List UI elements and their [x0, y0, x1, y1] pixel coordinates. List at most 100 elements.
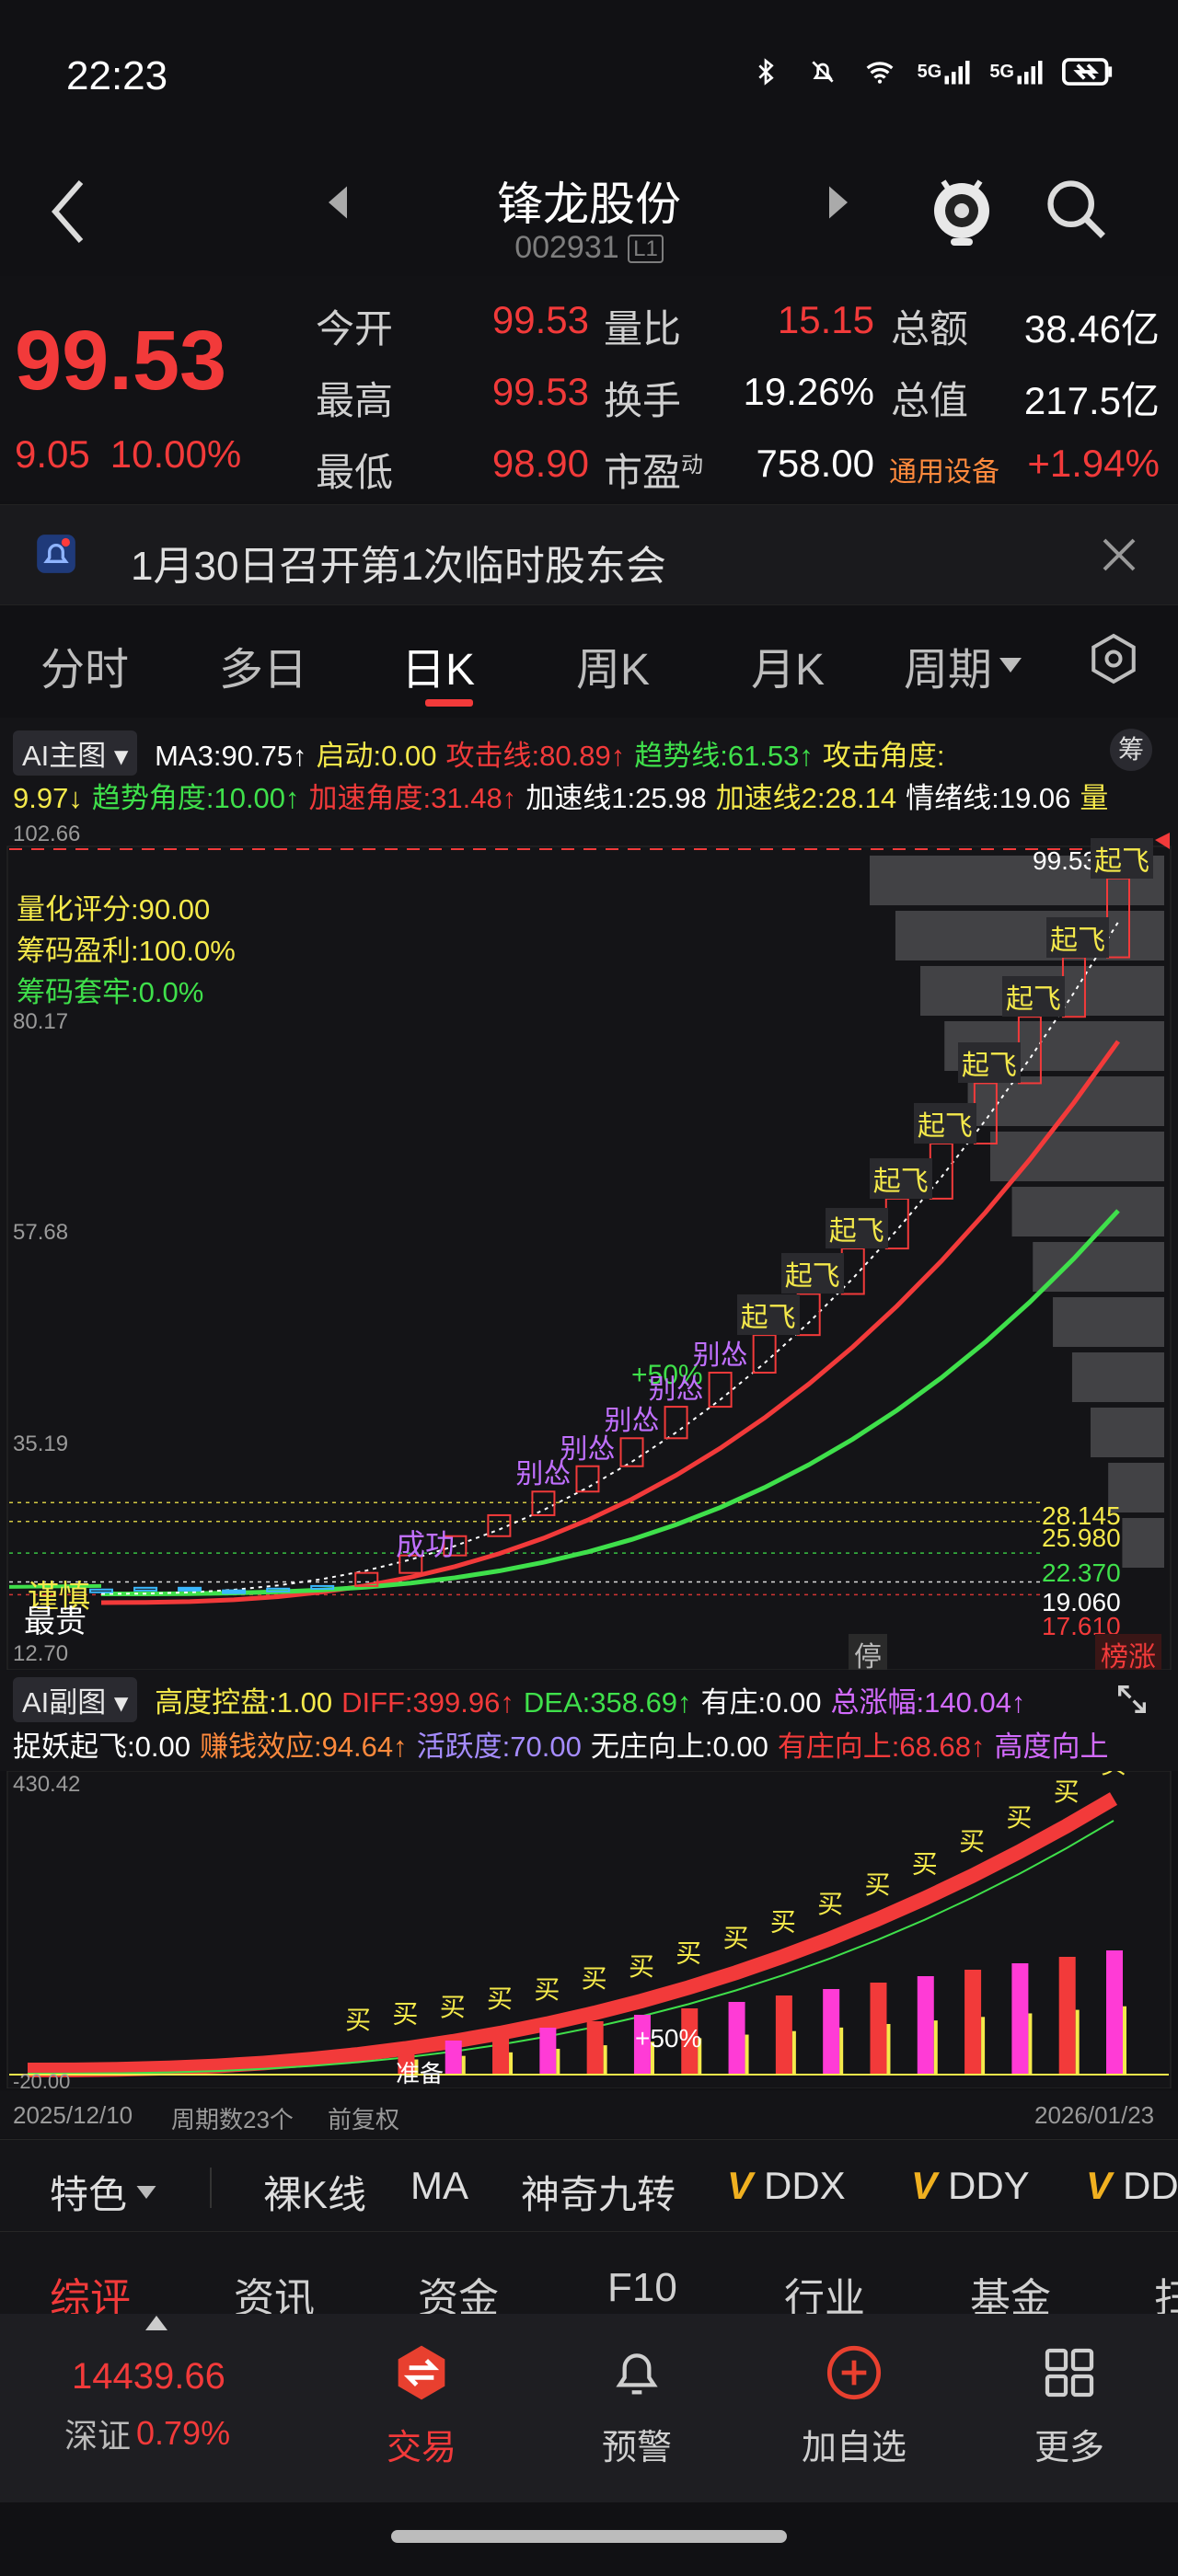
candle-14 [708, 1372, 733, 1409]
index-name: 深证 [64, 2417, 132, 2455]
hold-signal-label: 别怂 [515, 1459, 572, 1490]
main-selector[interactable]: AI主图 ▾ [13, 730, 138, 776]
turnover-rate-value: 19.26% [743, 370, 874, 413]
open-value: 99.53 [491, 298, 589, 341]
feature-dropdown[interactable]: 特色 [50, 2164, 156, 2220]
prev-stock-button[interactable] [324, 184, 352, 221]
main-chart-canvas[interactable] [0, 718, 1178, 1674]
top-gain-badge[interactable]: 榜涨 [1095, 1634, 1161, 1674]
feature-ddy-label: DDY [948, 2164, 1030, 2207]
sub-bar-thin-8 [414, 2059, 419, 2075]
chip-bar [1122, 1518, 1164, 1568]
tab-multi-day[interactable]: 多日 [219, 646, 308, 695]
feature-naked-k[interactable]: 裸K线 [263, 2173, 367, 2216]
buy-signal-label: 买 [534, 1975, 560, 2004]
index-pct: 0.79% [136, 2414, 231, 2452]
open-label: 今开 [316, 307, 394, 351]
candle-5 [310, 1584, 335, 1590]
tab-fund[interactable]: 基金 [970, 2276, 1051, 2321]
settings-hex-icon[interactable] [1086, 631, 1141, 686]
signal-5g-icon: 5G [989, 58, 1044, 86]
candle-12 [619, 1437, 644, 1467]
stock-code-row: 002931 L1 [0, 230, 1178, 266]
robot-assistant-icon[interactable] [925, 166, 999, 248]
change-amount: 9.05 [15, 432, 90, 476]
main-ind-a-3: 趋势线:61.53↑ [634, 740, 814, 772]
next-stock-button[interactable] [825, 184, 852, 221]
tab-news[interactable]: 资讯 [234, 2276, 315, 2321]
dea-line [27, 1820, 1114, 2075]
index-value[interactable]: 14439.66 [72, 2356, 225, 2397]
index-change[interactable]: 深证 0.79% [64, 2409, 230, 2457]
tab-daily-k[interactable]: 日K [401, 646, 476, 695]
feature-ma[interactable]: MA [410, 2164, 468, 2207]
sub-selector[interactable]: AI副图 ▾ [13, 1677, 138, 1722]
industry-link[interactable]: 通用设备 [889, 457, 999, 488]
sub-bar-thin-19 [933, 2020, 938, 2075]
sub-ind-a-2: DEA:358.69↑ [523, 1686, 692, 1719]
pe-dynamic-mark: 动 [681, 453, 704, 477]
high-value: 99.53 [491, 370, 589, 413]
last-price: 99.53 [15, 314, 227, 408]
tab-intraday[interactable]: 分时 [40, 646, 130, 695]
close-icon[interactable] [1097, 533, 1141, 577]
sub-ind-a-4: 总涨幅:140.04↑ [830, 1686, 1026, 1719]
sub-bar-thin-18 [886, 2024, 891, 2075]
period-tabs: 分时 多日 日K 周K 月K 周期 [0, 607, 1178, 708]
nav-trade[interactable]: 交易 [348, 2332, 495, 2469]
search-icon[interactable] [1042, 175, 1112, 245]
chips-button[interactable]: 筹 [1110, 729, 1152, 771]
main-ind-a-0: MA3:90.75↑ [155, 740, 307, 772]
sub-ind-b-3: 无庄向上:0.00 [590, 1731, 768, 1763]
tab-industry[interactable]: 行业 [784, 2276, 865, 2321]
volume-ratio-value: 15.15 [777, 298, 874, 341]
buy-signal-label: 买 [817, 1890, 843, 1918]
sub-bar-thin-17 [839, 2027, 844, 2075]
candle-1 [133, 1586, 158, 1592]
feature-ddy[interactable]: V DDY [911, 2164, 1030, 2208]
home-indicator[interactable] [391, 2530, 787, 2543]
main-kline-chart[interactable]: AI主图 ▾ MA3:90.75↑ 启动:0.00 攻击线:80.89↑ 趋势线:61… [0, 718, 1178, 1674]
tab-period-dropdown[interactable]: 周期 [904, 633, 1022, 697]
candle-2 [178, 1586, 202, 1592]
expand-icon[interactable] [1114, 1681, 1150, 1718]
tab-f10[interactable]: F10 [607, 2265, 677, 2310]
notice-banner[interactable]: 1月30日召开第1次临时股东会 [0, 504, 1178, 605]
chip-bar [1011, 1187, 1164, 1236]
info-tabs: 综评 资讯 资金 F10 行业 基金 扫 [0, 2231, 1178, 2321]
period-count: 周期数23个 [171, 2106, 294, 2133]
sub-chart-canvas[interactable]: 买买买买买买买买买买买买买买买买买+50%准备 [0, 1771, 1178, 2088]
tab-monthly-k[interactable]: 月K [751, 646, 826, 695]
industry-change: +1.94% [1027, 442, 1160, 485]
marker-caution: 谨慎 [28, 1580, 90, 1615]
chip-bar [895, 911, 1164, 960]
pe-label-text: 市盈 [604, 451, 682, 494]
nav-add-watchlist[interactable]: 加自选 [780, 2332, 928, 2469]
tab-weekly-k[interactable]: 周K [576, 646, 651, 695]
nav-more[interactable]: 更多 [996, 2332, 1143, 2469]
feature-dropdown-label: 特色 [50, 2173, 128, 2216]
tab-overview[interactable]: 综评 [50, 2276, 131, 2321]
back-button[interactable] [40, 175, 96, 248]
fly-signal-label: 起飞 [825, 1208, 888, 1249]
sub-bar-17 [823, 1989, 840, 2075]
buy-signal-label: 买 [676, 1938, 701, 1967]
tab-funds-flow[interactable]: 资金 [418, 2276, 499, 2321]
nav-alert[interactable]: 预警 [563, 2332, 710, 2469]
chip-bar [967, 1076, 1164, 1126]
adjust-mode[interactable]: 前复权 [328, 2106, 400, 2133]
clock: 22:23 [66, 53, 168, 98]
buy-signal-label: 买 [1054, 1777, 1080, 1806]
quote-panel: 99.53 9.05 10.00% 今开 99.53 量比 15.15 总额 3… [0, 276, 1178, 501]
buy-signal-label: 买 [629, 1952, 654, 1981]
sub-bar-thin-13 [650, 2041, 654, 2075]
hold-signal-label: 别怂 [692, 1340, 748, 1372]
feature-ddx[interactable]: V DDX [727, 2164, 846, 2208]
feature-magic-nine[interactable]: 神奇九转 [521, 2173, 676, 2216]
sub-bar-thin-10 [509, 2052, 514, 2075]
tab-more-cut[interactable]: 扫 [1154, 2276, 1178, 2321]
bluetooth-icon [758, 58, 774, 86]
level-badge: L1 [628, 235, 664, 264]
feature-ddz[interactable]: V DD [1086, 2164, 1178, 2208]
mute-icon [812, 61, 834, 83]
